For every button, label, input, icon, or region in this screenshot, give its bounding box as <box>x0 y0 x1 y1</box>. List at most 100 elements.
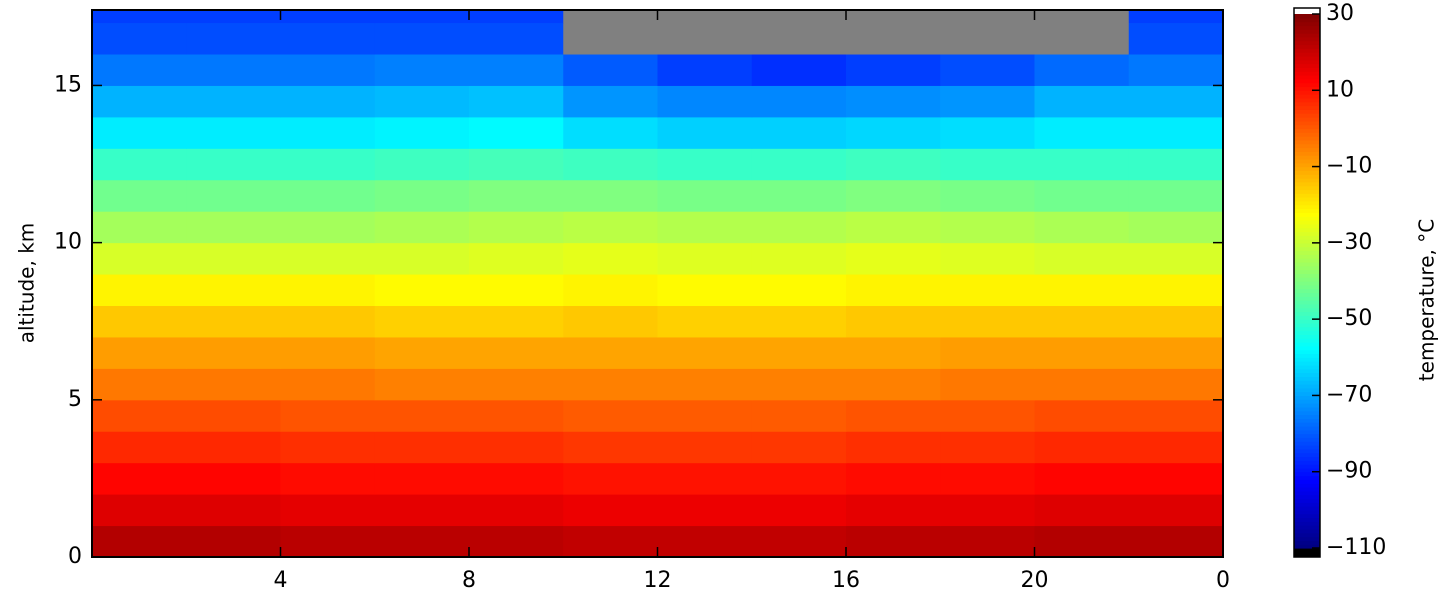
colorbar-step <box>1294 155 1320 160</box>
colorbar-step <box>1294 429 1320 435</box>
colorbar-tick-label: 10 <box>1326 77 1354 102</box>
colorbar-step <box>1294 105 1320 110</box>
colorbar-step <box>1294 90 1320 95</box>
x-tick-label: 16 <box>832 568 860 593</box>
colorbar-step <box>1294 181 1320 187</box>
colorbar-step <box>1294 63 1320 68</box>
colorbar-step <box>1294 536 1320 541</box>
heatmap-cell <box>374 368 470 401</box>
colorbar-step <box>1294 322 1320 328</box>
heatmap-cell <box>374 525 470 557</box>
heatmap-cell <box>751 494 847 527</box>
colorbar-step <box>1294 166 1320 171</box>
heatmap-cell <box>186 179 281 212</box>
heatmap-cell <box>469 336 564 369</box>
heatmap-cell <box>1034 211 1130 244</box>
colorbar-step <box>1294 216 1320 221</box>
heatmap-cell <box>186 305 281 338</box>
colorbar-step <box>1294 334 1320 339</box>
heatmap-cell <box>751 336 847 369</box>
colorbar-step <box>1294 52 1320 57</box>
colorbar-under <box>1294 548 1320 557</box>
colorbar-step <box>1294 403 1320 408</box>
x-tick-label: 0 <box>1216 568 1230 593</box>
colorbar-step <box>1294 231 1320 236</box>
heatmap-cell <box>1128 525 1223 557</box>
colorbar-tick-label: −50 <box>1326 306 1372 331</box>
heatmap-cell <box>374 274 470 307</box>
heatmap-cell <box>374 116 470 149</box>
heatmap-cell <box>751 54 847 86</box>
heatmap-cell <box>940 336 1035 369</box>
colorbar-tick-label: 30 <box>1326 1 1354 26</box>
heatmap-cell <box>280 85 376 118</box>
heatmap-cell <box>92 462 187 495</box>
colorbar-step <box>1294 395 1320 400</box>
colorbar-step <box>1294 128 1320 133</box>
heatmap-cell <box>469 22 564 55</box>
colorbar-step <box>1294 189 1320 194</box>
colorbar-step <box>1294 471 1320 477</box>
heatmap-cell <box>1128 10 1223 24</box>
heatmap-cell <box>92 368 187 401</box>
heatmap-cell <box>846 54 941 86</box>
heatmap-cell <box>657 274 753 307</box>
colorbar-step <box>1294 185 1320 191</box>
heatmap-cell <box>846 305 941 338</box>
heatmap-cell <box>846 525 941 557</box>
heatmap-cell <box>563 368 658 401</box>
heatmap-cell <box>751 22 847 55</box>
heatmap-cell <box>186 274 281 307</box>
heatmap-cell <box>1128 148 1223 181</box>
colorbar-step <box>1294 36 1320 42</box>
y-axis-label: altitude, km <box>15 223 39 344</box>
colorbar-step <box>1294 387 1320 393</box>
heatmap-cell <box>940 148 1035 181</box>
heatmap-cell <box>1034 274 1130 307</box>
colorbar-step <box>1294 193 1320 198</box>
colorbar-step <box>1294 391 1320 397</box>
heatmap-cell <box>1034 525 1130 557</box>
heatmap-cell <box>186 462 281 495</box>
colorbar-step <box>1294 479 1320 484</box>
colorbar-step <box>1294 147 1320 152</box>
colorbar-step <box>1294 261 1320 267</box>
heatmap-cell <box>92 22 187 55</box>
heatmap-cell <box>469 211 564 244</box>
colorbar-step <box>1294 55 1320 61</box>
heatmap-cell <box>1034 242 1130 275</box>
colorbar-step <box>1294 124 1320 130</box>
heatmap-cell <box>940 116 1035 149</box>
heatmap-cell <box>657 148 753 181</box>
heatmap-cell <box>374 399 470 432</box>
colorbar-step <box>1294 48 1320 53</box>
colorbar-step <box>1294 29 1320 34</box>
colorbar-step <box>1294 483 1320 488</box>
colorbar-step <box>1294 14 1320 19</box>
colorbar-step <box>1294 467 1320 473</box>
colorbar-step <box>1294 425 1320 431</box>
colorbar-step <box>1294 265 1320 271</box>
colorbar-step <box>1294 422 1320 427</box>
heatmap-cell <box>469 242 564 275</box>
colorbar <box>1294 8 1320 557</box>
colorbar-step <box>1294 353 1320 358</box>
heatmap-cell <box>563 399 658 432</box>
colorbar-step <box>1294 532 1320 538</box>
heatmap-cell <box>940 274 1035 307</box>
heatmap-cell <box>657 22 753 55</box>
colorbar-step <box>1294 364 1320 370</box>
colorbar-step <box>1294 101 1320 107</box>
heatmap-cell <box>563 462 658 495</box>
colorbar-step <box>1294 528 1320 534</box>
heatmap-cell <box>186 85 281 118</box>
colorbar-step <box>1294 433 1320 438</box>
colorbar-step <box>1294 25 1320 30</box>
heatmap-cell <box>940 399 1035 432</box>
heatmap-cell <box>469 525 564 557</box>
colorbar-step <box>1294 212 1320 217</box>
heatmap-cell <box>940 179 1035 212</box>
heatmap-cell <box>92 179 187 212</box>
heatmap-cell <box>374 54 470 86</box>
heatmap-cell <box>1128 336 1223 369</box>
